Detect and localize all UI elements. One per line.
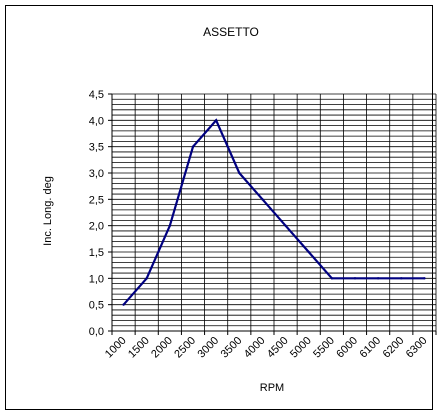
series-layer (122, 118, 426, 306)
data-point (353, 277, 357, 280)
y-tick-label: 1,0 (89, 273, 104, 285)
y-tick-label: 2,5 (89, 194, 104, 206)
data-point (145, 277, 148, 280)
data-point (284, 224, 287, 227)
y-tick-label: 0,0 (89, 326, 104, 338)
data-point (423, 277, 426, 280)
y-tick-label: 4,5 (89, 89, 104, 101)
x-tick-label: 6300 (404, 335, 430, 361)
x-tick-label: 3000 (195, 335, 221, 361)
x-tick-label: 6000 (334, 335, 360, 361)
data-point (214, 119, 218, 122)
x-tick-label: 4500 (265, 335, 291, 361)
y-tick-label: 3,0 (89, 168, 104, 180)
series-line (122, 118, 425, 306)
data-point (168, 224, 172, 227)
data-point (400, 277, 403, 280)
x-axis-label: RPM (260, 382, 284, 394)
data-point (191, 145, 195, 148)
data-point (238, 171, 241, 175)
y-axis-ticks: 0,0 0,5 1,0 1,5 2,0 2,5 3,0 3,5 4,0 4,5 (89, 89, 112, 338)
x-tick-label: 5500 (311, 335, 337, 361)
data-point (261, 198, 264, 201)
x-tick-label: 3500 (219, 335, 245, 361)
x-axis-ticks: 1000150020002500300035004000450050005500… (103, 331, 437, 361)
x-tick-label: 5000 (288, 335, 314, 361)
y-tick-label: 3,5 (89, 142, 104, 154)
x-tick-label: 6200 (381, 335, 407, 361)
y-tick-label: 0,5 (89, 300, 104, 312)
x-tick-label: 1000 (103, 335, 129, 361)
y-tick-label: 4,0 (89, 115, 104, 127)
data-point (122, 303, 125, 306)
y-axis-label: Inc. Long. deg (42, 176, 54, 246)
y-tick-label: 2,0 (89, 221, 104, 233)
x-tick-label: 1500 (126, 335, 152, 361)
y-tick-label: 1,5 (89, 247, 104, 259)
chart-frame (5, 5, 433, 410)
data-point (376, 277, 380, 280)
data-point (330, 277, 334, 280)
x-tick-label: 6100 (357, 335, 383, 361)
chart-title: ASSETTO (203, 25, 259, 39)
chart-axes (108, 94, 436, 335)
x-tick-label: 2500 (172, 335, 198, 361)
x-tick-label: 2000 (149, 335, 175, 361)
x-tick-label: 4000 (242, 335, 268, 361)
data-point (307, 250, 310, 254)
